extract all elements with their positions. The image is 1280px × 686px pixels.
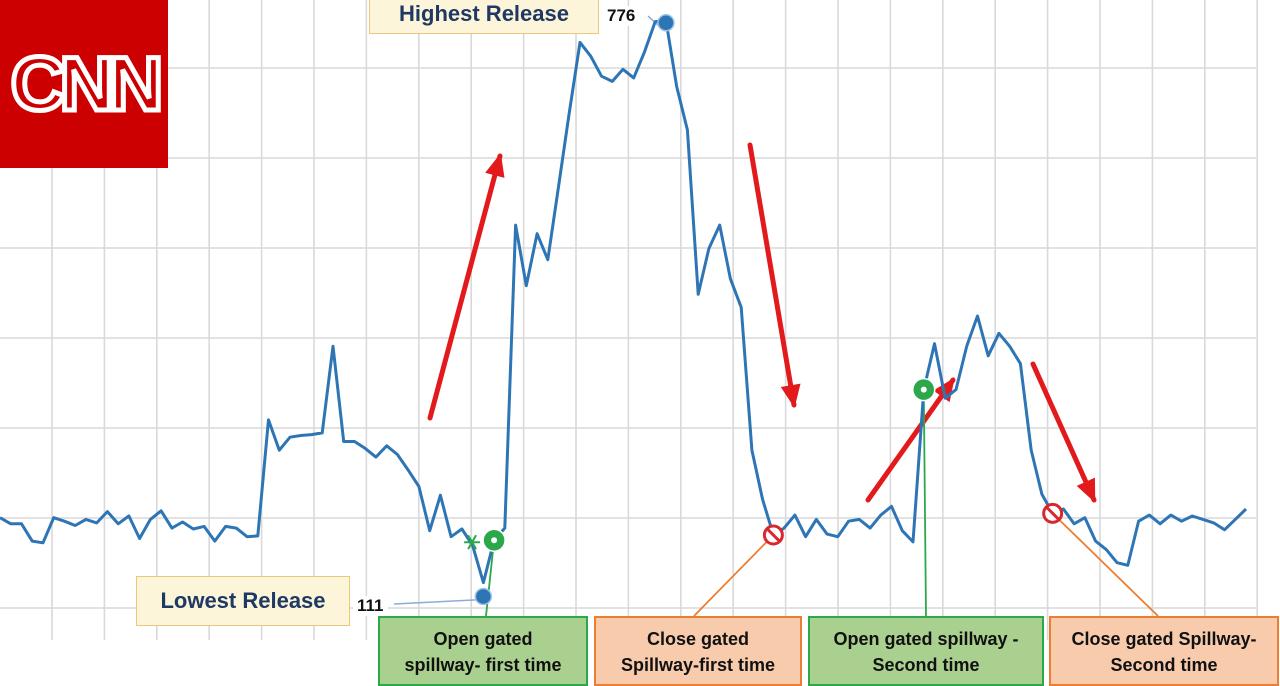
close-marker-slash <box>1045 506 1060 521</box>
highest-release-value: 776 <box>603 6 640 26</box>
release-chart <box>0 0 1258 640</box>
cnn-logo: CNN <box>0 0 168 168</box>
event-markers <box>464 14 1064 606</box>
open-second-connector <box>922 389 927 617</box>
lowest-connector <box>393 598 484 605</box>
trend-arrow-head <box>485 153 505 178</box>
lowest-release-value: 111 <box>353 596 388 616</box>
open-spillway-first-box: Open gated spillway- first time <box>378 616 588 686</box>
close-second-connector <box>1052 512 1159 617</box>
trend-arrows <box>427 142 1097 503</box>
trend-arrow-shaft <box>427 153 503 421</box>
highest-release-label: Highest Release <box>399 1 569 26</box>
close-first-line1: Close gated <box>646 629 750 649</box>
trend-arrow-head <box>1076 477 1096 503</box>
release-series-line <box>0 19 1248 585</box>
open-second-line2: Second time <box>872 655 980 675</box>
trend-arrow-shaft <box>747 142 797 408</box>
lowest-release-point <box>474 587 493 606</box>
close-first-connector <box>693 534 775 617</box>
chart-grid <box>0 0 1258 640</box>
close-spillway-second-box: Close gated Spillway- Second time <box>1049 616 1279 686</box>
close-second-line2: Second time <box>1110 655 1218 675</box>
cnn-logo-text: CNN <box>8 39 166 129</box>
open-first-line1: Open gated <box>433 629 533 649</box>
lowest-release-callout: Lowest Release <box>136 576 350 626</box>
open-marker-dot <box>920 386 927 393</box>
open-sparkle-icon <box>467 534 477 550</box>
close-first-line2: Spillway-first time <box>620 655 776 675</box>
close-spillway-first-box: Close gated Spillway-first time <box>594 616 802 686</box>
annotation-connectors <box>393 15 1159 617</box>
open-spillway-second-box: Open gated spillway - Second time <box>808 616 1044 686</box>
lowest-release-label: Lowest Release <box>160 588 326 613</box>
highest-release-callout: Highest Release <box>369 0 599 34</box>
highest-release-point <box>657 14 675 32</box>
trend-arrow-head <box>780 383 801 408</box>
open-marker-dot <box>491 537 498 544</box>
close-marker-slash <box>766 527 781 543</box>
trend-arrow-shaft <box>865 377 956 503</box>
trend-arrow-shaft <box>1030 361 1097 503</box>
open-second-line1: Open gated spillway - <box>833 629 1019 649</box>
open-first-line2: spillway- first time <box>404 655 562 675</box>
close-second-line1: Close gated Spillway- <box>1071 629 1257 649</box>
